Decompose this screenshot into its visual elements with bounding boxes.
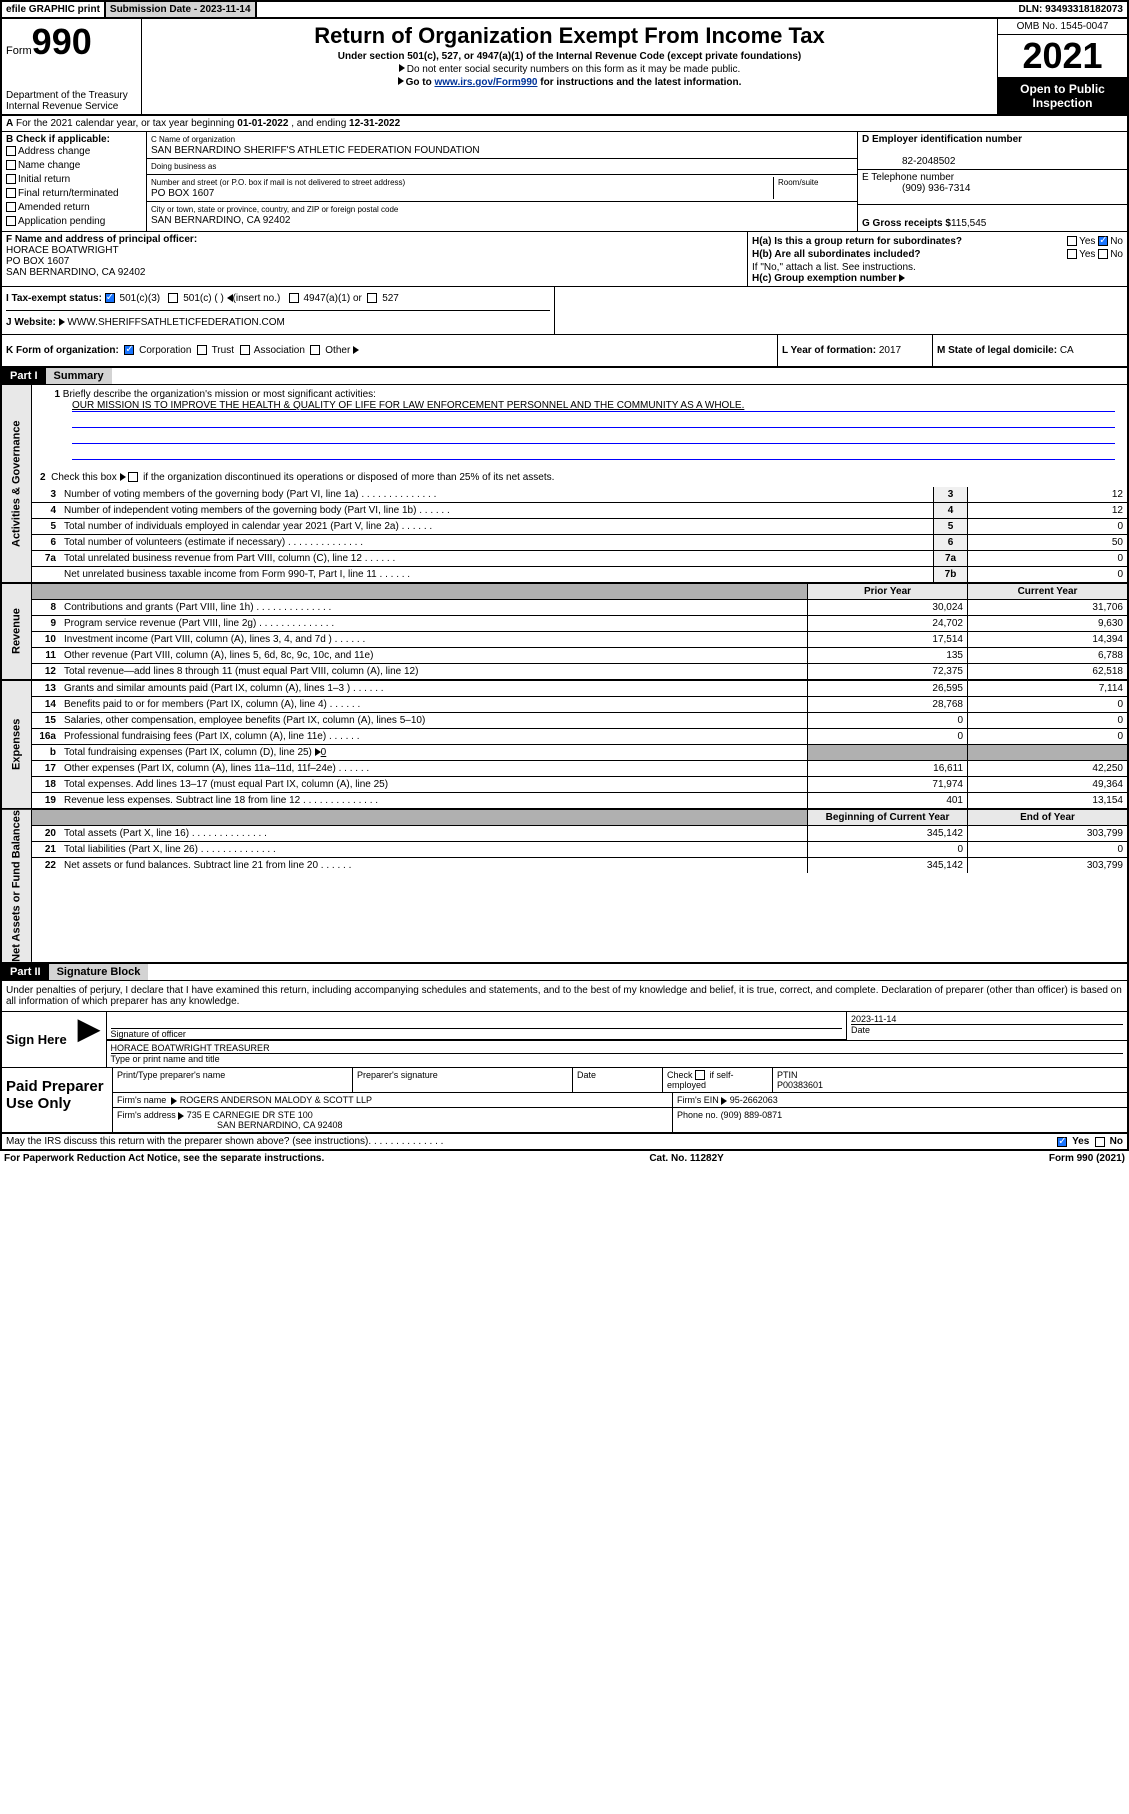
dba-cell: Doing business as	[147, 159, 857, 175]
row-i-j: I Tax-exempt status: 501(c)(3) 501(c) ( …	[0, 287, 1129, 335]
form-header: Form990 Department of the Treasury Inter…	[0, 19, 1129, 116]
city-cell: City or town, state or province, country…	[147, 202, 857, 228]
check-corp[interactable]	[124, 345, 134, 355]
check-501c3[interactable]	[105, 293, 115, 303]
state-domicile: M State of legal domicile: CA	[932, 335, 1127, 366]
footer: For Paperwork Reduction Act Notice, see …	[0, 1151, 1129, 1166]
hb-no[interactable]	[1098, 249, 1108, 259]
block-b-through-g: B Check if applicable: Address change Na…	[0, 132, 1129, 232]
subtitle-3: Go to www.irs.gov/Form990 for instructio…	[150, 77, 989, 88]
check-self-employed[interactable]	[695, 1070, 705, 1080]
form-of-org: K Form of organization: Corporation Trus…	[2, 335, 777, 366]
website-url: WWW.SHERIFFSATHLETICFEDERATION.COM	[67, 317, 284, 328]
check-address-change[interactable]: Address change	[6, 145, 142, 159]
paid-preparer-label: Paid Preparer Use Only	[2, 1068, 112, 1133]
part-ii-header: Part IISignature Block	[0, 964, 1129, 981]
principal-officer: F Name and address of principal officer:…	[2, 232, 747, 286]
group-return: H(a) Is this a group return for subordin…	[747, 232, 1127, 286]
ein-cell: D Employer identification number 82-2048…	[858, 132, 1127, 170]
check-501c[interactable]	[168, 293, 178, 303]
year-formation: L Year of formation: 2017	[777, 335, 932, 366]
ha-no[interactable]	[1098, 236, 1108, 246]
check-discontinued[interactable]	[128, 472, 138, 482]
tax-year: 2021	[998, 35, 1127, 78]
check-trust[interactable]	[197, 345, 207, 355]
check-amended[interactable]: Amended return	[6, 201, 142, 215]
paid-preparer-block: Paid Preparer Use Only Print/Type prepar…	[0, 1068, 1129, 1135]
section-expenses: Expenses 13Grants and similar amounts pa…	[0, 681, 1129, 810]
check-4947[interactable]	[289, 293, 299, 303]
discuss-yes[interactable]	[1057, 1137, 1067, 1147]
row-f-h: F Name and address of principal officer:…	[0, 232, 1129, 287]
efile-print-btn[interactable]: efile GRAPHIC print	[2, 2, 106, 17]
check-final-return[interactable]: Final return/terminated	[6, 187, 142, 201]
check-527[interactable]	[367, 293, 377, 303]
tax-exempt-status: I Tax-exempt status: 501(c)(3) 501(c) ( …	[2, 287, 555, 334]
col-b-checkboxes: B Check if applicable: Address change Na…	[2, 132, 147, 231]
gross-receipts-cell: G Gross receipts $115,545	[858, 205, 1127, 231]
top-bar: efile GRAPHIC print Submission Date - 20…	[0, 0, 1129, 19]
section-governance: Activities & Governance 1 Briefly descri…	[0, 385, 1129, 584]
street-cell: Number and street (or P.O. box if mail i…	[147, 175, 857, 202]
open-to-public: Open to Public Inspection	[998, 78, 1127, 114]
hb-yes[interactable]	[1067, 249, 1077, 259]
vtab-governance: Activities & Governance	[2, 385, 32, 582]
ha-yes[interactable]	[1067, 236, 1077, 246]
telephone-cell: E Telephone number (909) 936-7314	[858, 170, 1127, 205]
omb-number: OMB No. 1545-0047	[998, 19, 1127, 35]
discuss-no[interactable]	[1095, 1137, 1105, 1147]
subtitle-1: Under section 501(c), 527, or 4947(a)(1)…	[150, 51, 989, 62]
section-revenue: Revenue Prior YearCurrent Year 8Contribu…	[0, 584, 1129, 681]
sign-here-block: Sign Here ▶ Signature of officer 2023-11…	[0, 1012, 1129, 1068]
vtab-net-assets: Net Assets or Fund Balances	[2, 810, 32, 962]
check-assoc[interactable]	[240, 345, 250, 355]
org-name-cell: C Name of organization SAN BERNARDINO SH…	[147, 132, 857, 159]
org-name: SAN BERNARDINO SHERIFF'S ATHLETIC FEDERA…	[151, 145, 480, 156]
discuss-row: May the IRS discuss this return with the…	[0, 1134, 1129, 1151]
dln: DLN: 93493318182073	[1014, 2, 1127, 17]
irs-link[interactable]: www.irs.gov/Form990	[434, 77, 537, 88]
check-other[interactable]	[310, 345, 320, 355]
row-k-l-m: K Form of organization: Corporation Trus…	[0, 335, 1129, 368]
row-a-tax-period: A For the 2021 calendar year, or tax yea…	[0, 116, 1129, 132]
check-app-pending[interactable]: Application pending	[6, 215, 142, 229]
sign-here-label: Sign Here	[2, 1012, 72, 1067]
sign-arrow-icon: ▶	[72, 1012, 106, 1067]
vtab-revenue: Revenue	[2, 584, 32, 679]
perjury-statement: Under penalties of perjury, I declare th…	[0, 981, 1129, 1012]
mission-text: OUR MISSION IS TO IMPROVE THE HEALTH & Q…	[72, 400, 744, 411]
part-i-header: Part ISummary	[0, 368, 1129, 385]
form-number: Form990	[6, 21, 137, 63]
section-net-assets: Net Assets or Fund Balances Beginning of…	[0, 810, 1129, 964]
form-title: Return of Organization Exempt From Incom…	[150, 23, 989, 49]
vtab-expenses: Expenses	[2, 681, 32, 808]
check-initial-return[interactable]: Initial return	[6, 173, 142, 187]
department: Department of the Treasury Internal Reve…	[6, 90, 137, 112]
check-name-change[interactable]: Name change	[6, 159, 142, 173]
subtitle-2: Do not enter social security numbers on …	[150, 64, 989, 75]
submission-date: Submission Date - 2023-11-14	[106, 2, 257, 17]
